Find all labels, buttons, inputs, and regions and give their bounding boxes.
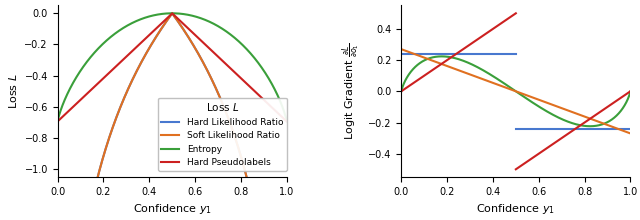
Legend: Hard Likelihood Ratio, Soft Likelihood Ratio, Entropy, Hard Pseudolabels: Hard Likelihood Ratio, Soft Likelihood R… (158, 98, 287, 171)
X-axis label: Confidence $y_1$: Confidence $y_1$ (132, 202, 212, 216)
Y-axis label: Logit Gradient $\frac{\partial L}{\partial o_1}$: Logit Gradient $\frac{\partial L}{\parti… (340, 42, 362, 140)
Y-axis label: Loss $L$: Loss $L$ (7, 73, 19, 109)
X-axis label: Confidence $y_1$: Confidence $y_1$ (476, 202, 556, 216)
